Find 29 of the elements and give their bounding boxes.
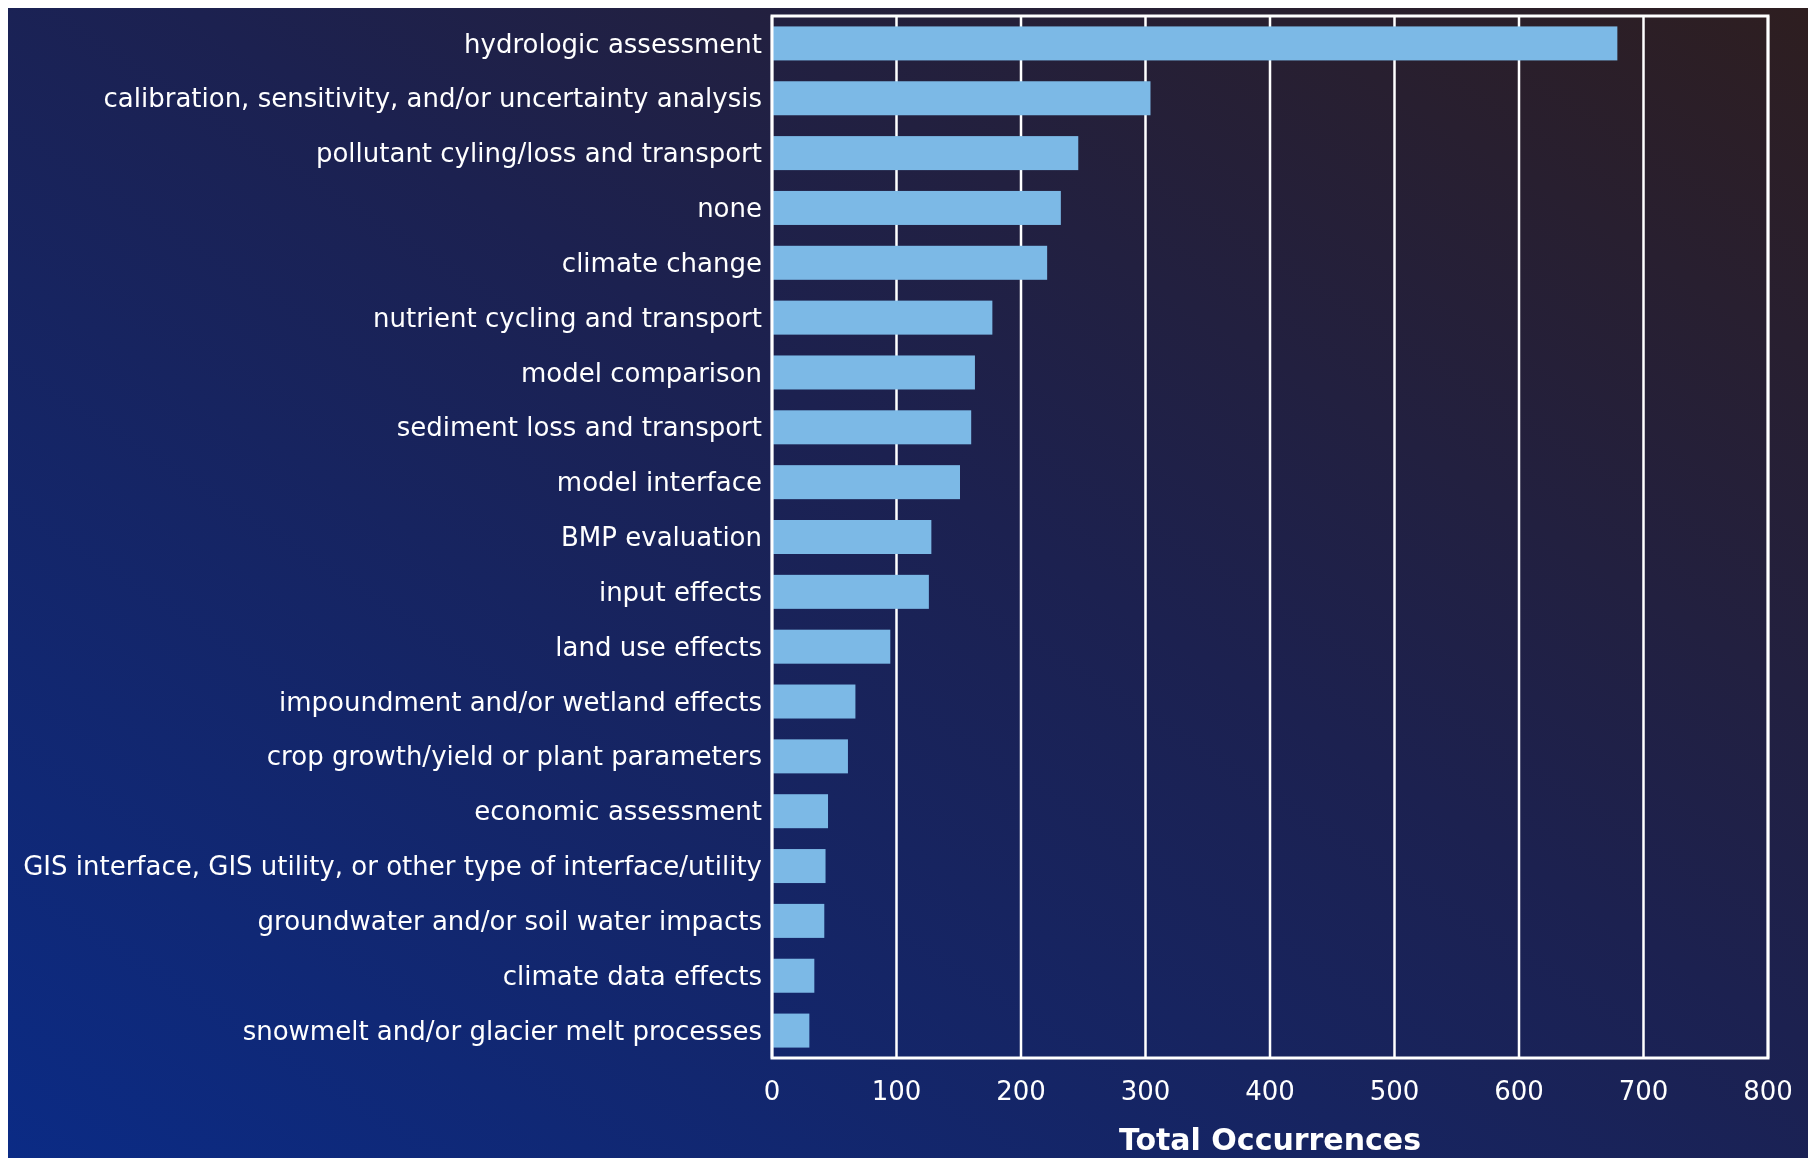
- y-tick-label: groundwater and/or soil water impacts: [257, 905, 762, 936]
- y-tick-label: input effects: [598, 576, 762, 607]
- y-tick-label: climate data effects: [502, 960, 762, 991]
- x-tick-label: 500: [1369, 1076, 1420, 1106]
- x-tick-label: 200: [996, 1076, 1046, 1106]
- x-axis-title: Total Occurrences: [1118, 1122, 1422, 1157]
- x-tick-label: 400: [1245, 1076, 1295, 1106]
- x-tick-label: 0: [763, 1076, 781, 1106]
- y-tick-label: calibration, sensitivity, and/or uncertainty analysis: [103, 83, 762, 114]
- y-tick-label: sediment loss and transport: [396, 412, 762, 443]
- x-tick-label: 300: [1120, 1076, 1171, 1106]
- y-tick-label: GIS interface, GIS utility, or other type of interface/utility: [23, 851, 762, 882]
- y-tick-label: land use effects: [555, 631, 762, 662]
- y-tick-label: snowmelt and/or glacier melt processes: [242, 1015, 762, 1046]
- y-tick-label: nutrient cycling and transport: [373, 302, 762, 333]
- y-tick-label: model interface: [556, 467, 762, 498]
- x-tick-label: 600: [1494, 1076, 1544, 1106]
- y-tick-label: crop growth/yield or plant parameters: [266, 741, 762, 772]
- y-tick-label: hydrologic assessment: [464, 28, 762, 59]
- x-tick-label: 700: [1618, 1076, 1669, 1106]
- y-tick-label: economic assessment: [474, 796, 762, 827]
- y-tick-label: BMP evaluation: [561, 522, 762, 553]
- y-tick-label: impoundment and/or wetland effects: [278, 686, 762, 717]
- x-tick-label: 100: [871, 1076, 922, 1106]
- y-tick-label: pollutant cyling/loss and transport: [315, 138, 762, 169]
- y-tick-label: model comparison: [520, 357, 762, 388]
- x-tick-label: 800: [1743, 1076, 1793, 1106]
- y-tick-label: climate change: [561, 247, 762, 278]
- y-tick-label: none: [697, 193, 762, 224]
